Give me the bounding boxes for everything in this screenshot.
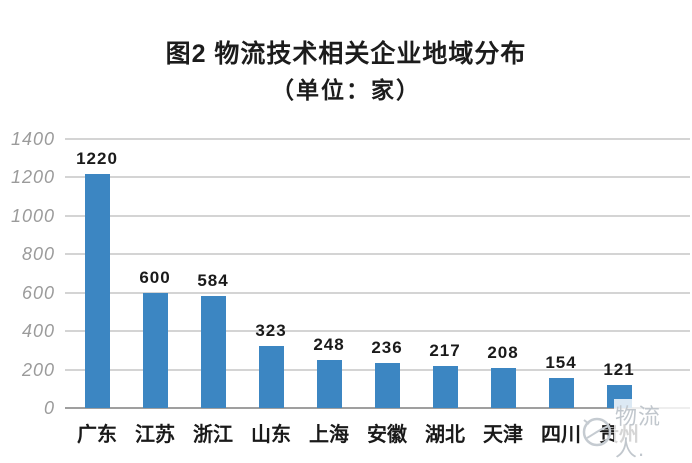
bar-浙江 bbox=[200, 295, 226, 408]
bar-湖北 bbox=[432, 366, 458, 408]
y-tick-label: 1000 bbox=[10, 205, 55, 226]
bar-安徽 bbox=[374, 362, 400, 408]
chart-title: 图2 物流技术相关企业地域分布 bbox=[165, 40, 527, 68]
bar-value-label: 248 bbox=[313, 335, 345, 355]
bar-天津 bbox=[490, 368, 516, 408]
bar-value-label: 236 bbox=[371, 337, 403, 357]
x-tick-label-四川: 四川 bbox=[541, 424, 581, 446]
chart-subtitle: （单位：家） bbox=[271, 77, 421, 103]
y-tick-label: 600 bbox=[21, 282, 55, 303]
y-tick-label: 200 bbox=[21, 359, 55, 380]
bar-value-label: 154 bbox=[545, 353, 577, 373]
gridline bbox=[65, 253, 690, 256]
watermark-logo-icon bbox=[582, 417, 612, 447]
bar-四川 bbox=[548, 378, 574, 408]
bar-value-label: 121 bbox=[603, 359, 635, 379]
bar-value-label: 323 bbox=[255, 320, 287, 340]
x-axis-line bbox=[65, 407, 690, 409]
x-tick-label-江苏: 江苏 bbox=[135, 424, 175, 446]
gridline bbox=[65, 176, 690, 179]
bar-chart: 0 200 400 600 800 1000 1200 1400 1220 600 584 323 2… bbox=[0, 129, 692, 446]
bar-广东 bbox=[84, 173, 110, 408]
x-tick-label-安徽: 安徽 bbox=[367, 424, 407, 446]
bar-value-label: 217 bbox=[429, 341, 461, 361]
x-tick-label-天津: 天津 bbox=[483, 424, 523, 446]
y-tick-label: 1200 bbox=[10, 167, 55, 188]
bar-value-label: 1220 bbox=[76, 148, 118, 168]
watermark: 物流人. bbox=[580, 399, 692, 463]
x-tick-label-山东: 山东 bbox=[251, 424, 291, 446]
y-tick-label: 800 bbox=[21, 244, 55, 265]
bar-上海 bbox=[316, 360, 342, 408]
gridline bbox=[65, 138, 690, 140]
gridline bbox=[65, 291, 690, 294]
bar-value-label: 584 bbox=[197, 270, 229, 290]
x-tick-label-浙江: 浙江 bbox=[193, 424, 233, 446]
bar-value-label: 208 bbox=[487, 343, 519, 363]
bar-山东 bbox=[258, 345, 284, 408]
y-tick-label: 1400 bbox=[10, 129, 55, 149]
bar-江苏 bbox=[142, 292, 168, 408]
bar-value-label: 600 bbox=[139, 267, 171, 287]
y-tick-label: 0 bbox=[43, 398, 55, 418]
watermark-text: 物流人. bbox=[613, 399, 692, 463]
gridline bbox=[65, 214, 690, 217]
x-tick-label-广东: 广东 bbox=[77, 424, 117, 446]
x-tick-label-上海: 上海 bbox=[309, 424, 349, 446]
x-tick-label-湖北: 湖北 bbox=[425, 424, 465, 446]
gridline bbox=[65, 330, 690, 333]
y-tick-label: 400 bbox=[21, 321, 55, 342]
